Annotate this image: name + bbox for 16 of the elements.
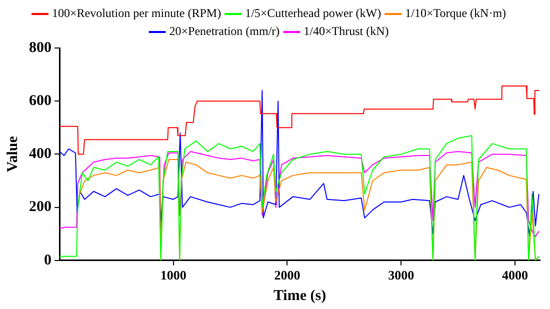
- x-tick-label: 2000: [274, 268, 300, 283]
- legend-label: 1/10×Torque (kN·m): [405, 6, 506, 20]
- y-axis-title: Value: [4, 136, 21, 172]
- y-tick-label: 0: [44, 252, 52, 268]
- x-tick-label: 1000: [160, 268, 186, 283]
- y-tick-label: 200: [29, 199, 52, 216]
- legend-label: 1/5×Cutterhead power (kW): [245, 6, 382, 20]
- legend-label: 100×Revolution per minute (RPM): [52, 6, 222, 20]
- x-axis-title: Time (s): [273, 288, 326, 304]
- y-tick-label: 400: [29, 146, 52, 162]
- legend-label: 20×Penetration (mm/r): [169, 24, 280, 38]
- legend-label: 1/40×Thrust (kN): [304, 24, 389, 38]
- y-tick-label: 600: [29, 92, 52, 109]
- y-tick-label: 800: [29, 40, 52, 56]
- x-tick-label: 4000: [502, 268, 528, 283]
- x-tick-label: 3000: [388, 268, 414, 283]
